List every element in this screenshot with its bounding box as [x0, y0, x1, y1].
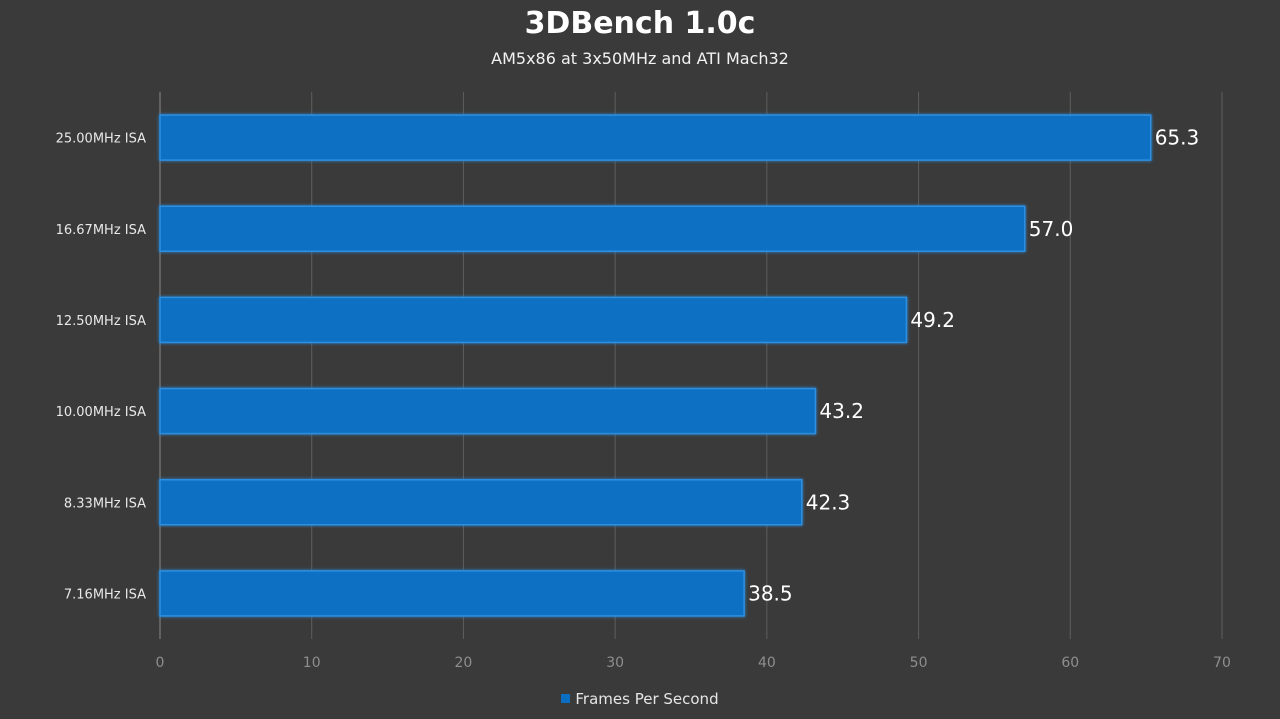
chart-title: 3DBench 1.0c — [524, 6, 756, 41]
legend: Frames Per Second — [0, 690, 1280, 708]
data-label: 49.2 — [910, 308, 955, 332]
bar — [159, 205, 1026, 252]
grid-lines — [311, 92, 1223, 639]
legend-swatch — [561, 694, 571, 703]
bars — [159, 114, 1152, 617]
category-label: 7.16MHz ISA — [64, 587, 146, 602]
bar — [159, 296, 908, 344]
category-label: 16.67MHz ISA — [56, 223, 146, 238]
category-label: 10.00MHz ISA — [56, 405, 146, 420]
x-tick-label: 50 — [910, 655, 928, 671]
x-tick-label: 70 — [1213, 655, 1231, 671]
data-label: 42.3 — [806, 490, 851, 514]
data-label: 43.2 — [819, 399, 864, 423]
data-label: 65.3 — [1155, 126, 1200, 150]
x-tick-label: 30 — [606, 655, 624, 671]
x-tick-label: 0 — [156, 655, 165, 671]
bar — [159, 479, 803, 526]
x-tick-label: 40 — [758, 655, 776, 671]
chart-subtitle: AM5x86 at 3x50MHz and ATI Mach32 — [491, 49, 789, 68]
category-label: 12.50MHz ISA — [56, 314, 146, 329]
labels: 0 10 20 30 40 50 60 70 25.00MHz ISA 65.3 16.67MHz … — [56, 126, 1231, 671]
bar — [159, 570, 745, 617]
category-label: 8.33MHz ISA — [64, 496, 146, 511]
legend-label: Frames Per Second — [575, 690, 719, 708]
x-tick-label: 10 — [303, 655, 321, 671]
data-label: 38.5 — [748, 581, 793, 605]
data-label: 57.0 — [1029, 217, 1074, 241]
x-tick-label: 20 — [455, 655, 473, 671]
bar — [159, 114, 1152, 161]
bar — [159, 387, 817, 435]
x-tick-label: 60 — [1061, 655, 1079, 671]
category-label: 25.00MHz ISA — [56, 132, 146, 147]
